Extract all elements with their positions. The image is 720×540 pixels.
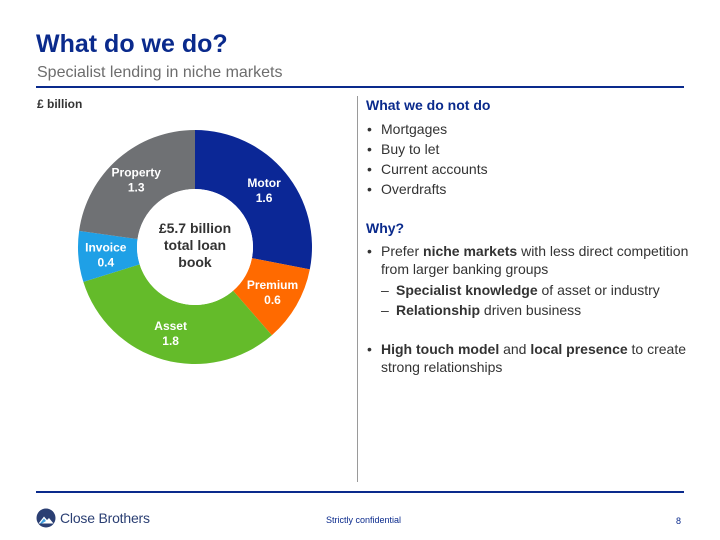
slice-label-asset: Asset 1.8	[154, 319, 187, 348]
why-item-niche: Prefer niche markets with less direct co…	[366, 242, 696, 278]
why-1-post: with less direct competition from larger…	[381, 243, 689, 277]
header-divider	[36, 86, 684, 88]
why-item-high-touch: High touch model and local presence to c…	[366, 340, 696, 376]
brand-logo: Close Brothers	[36, 508, 150, 528]
slice-label-property: Property 1.3	[112, 166, 162, 195]
slice-label-premium: Premium 0.6	[247, 278, 298, 307]
why-heading: Why?	[366, 220, 405, 236]
slice-value: 0.6	[264, 293, 281, 307]
why-1-bold: niche markets	[423, 243, 518, 259]
why-2-mid: and	[499, 341, 531, 357]
sub-2-post: driven business	[480, 302, 582, 318]
slice-name: Invoice	[85, 240, 127, 254]
why-2-bold1: High touch model	[381, 341, 500, 357]
center-label-line: total loan	[164, 237, 226, 253]
slice-name: Premium	[247, 278, 298, 292]
sub-1-bold: Specialist knowledge	[396, 282, 538, 298]
donut-svg: Motor 1.6 Premium 0.6 Asset 1.8 Invoice 0.4 Prop…	[78, 130, 312, 364]
center-label: £5.7 billion total loan book	[159, 220, 231, 270]
center-label-line: book	[178, 254, 212, 270]
slice-motor	[195, 130, 312, 270]
page-subtitle: Specialist lending in niche markets	[37, 64, 283, 81]
why-list-2: High touch model and local presence to c…	[366, 340, 696, 376]
not-do-heading: What we do not do	[366, 97, 491, 113]
page-title: What do we do?	[36, 30, 228, 58]
slice-label-invoice: Invoice 0.4	[85, 240, 127, 269]
slice-name: Motor	[247, 176, 281, 190]
donut-hole	[137, 189, 253, 305]
center-label-line: £5.7 billion	[159, 220, 231, 236]
slice-label-motor: Motor 1.6	[247, 176, 281, 205]
why-list: Prefer niche markets with less direct co…	[366, 242, 696, 278]
sub-2-bold: Relationship	[396, 302, 481, 318]
slice-value: 0.4	[97, 255, 114, 269]
not-do-list: Mortgages Buy to let Current accounts Ov…	[366, 119, 696, 199]
slice-value: 1.8	[162, 334, 179, 348]
brand-name: Close Brothers	[60, 510, 150, 526]
why-2-post: to create strong relationships	[381, 341, 687, 375]
not-do-item: Mortgages	[366, 119, 696, 139]
chart-unit-label: £ billion	[37, 97, 83, 111]
not-do-item: Overdrafts	[366, 179, 696, 199]
footer-divider	[36, 491, 684, 493]
column-divider	[357, 96, 358, 482]
page-number: 8	[676, 516, 682, 526]
why-2-bold2: local presence	[530, 341, 628, 357]
why-sub-list: Specialist knowledge of asset or industr…	[366, 280, 696, 320]
why-sub-item-relationship: Relationship driven business	[366, 300, 696, 320]
slice-premium	[233, 258, 310, 336]
slice-value: 1.3	[128, 181, 145, 195]
loan-book-donut-chart: Motor 1.6 Premium 0.6 Asset 1.8 Invoice 0.4 Prop…	[60, 112, 330, 382]
close-brothers-logo-icon	[36, 508, 56, 528]
not-do-item: Buy to let	[366, 139, 696, 159]
slice-value: 1.6	[256, 191, 273, 205]
right-column: What we do not do Mortgages Buy to let C…	[366, 96, 696, 378]
sub-1-post: of asset or industry	[537, 282, 660, 298]
slice-name: Property	[112, 166, 162, 180]
slice-asset	[83, 264, 272, 364]
confidential-note: Strictly confidential	[326, 515, 402, 525]
not-do-item: Current accounts	[366, 159, 696, 179]
why-1-pre: Prefer	[381, 243, 424, 259]
slice-property	[79, 130, 195, 240]
slice-name: Asset	[154, 319, 187, 333]
why-sub-item-specialist: Specialist knowledge of asset or industr…	[366, 280, 696, 300]
slice-invoice	[78, 230, 140, 282]
